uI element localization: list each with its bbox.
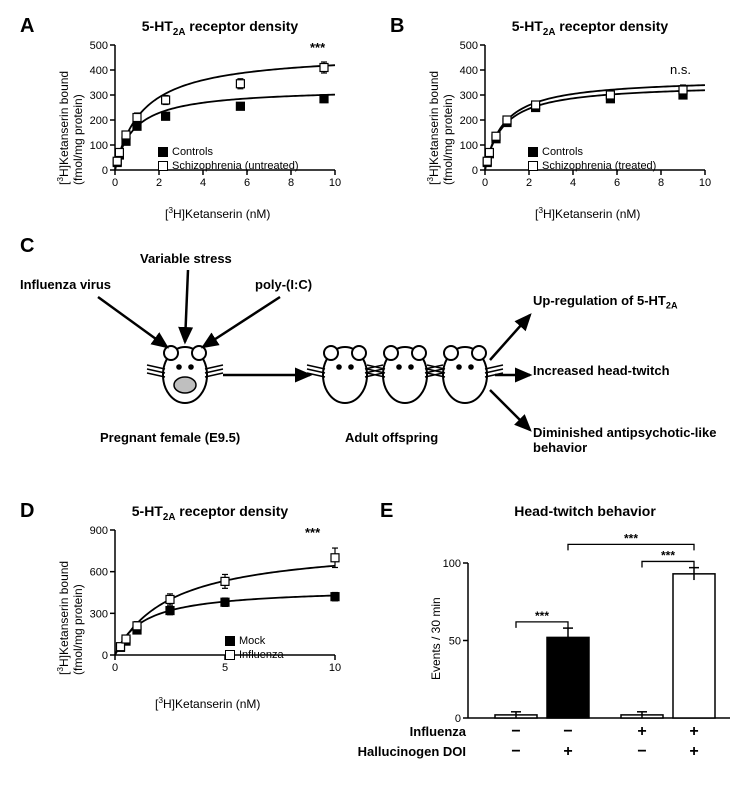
svg-text:100: 100 (443, 558, 461, 570)
panelc-output-1: Increased head-twitch (533, 363, 670, 378)
svg-text:500: 500 (90, 40, 108, 52)
svg-text:+: + (637, 723, 646, 740)
panel-a-legend: ControlsSchizophrenia (untreated) (158, 146, 299, 174)
panel-a-annotation: *** (310, 40, 325, 55)
panel-d-label: D (20, 500, 34, 523)
svg-text:5: 5 (222, 662, 228, 674)
panel-b-xlabel: [3H]Ketanserin (nM) (535, 205, 640, 221)
panel-e-chart: 050100*********Influenza−−++Hallucinogen… (440, 523, 740, 778)
panel-a-chart: 0 100 200 300 400 500 0 2 4 6 8 10 (85, 40, 345, 200)
svg-text:6: 6 (614, 177, 620, 189)
svg-text:0: 0 (482, 177, 488, 189)
panelc-output-2: Diminished antipsychotic-likebehavior (533, 425, 717, 455)
svg-text:+: + (563, 743, 572, 760)
panelc-input-2: poly-(I:C) (255, 277, 312, 292)
panel-b-annotation: n.s. (670, 62, 691, 77)
panelc-input-0: Influenza virus (20, 277, 111, 292)
svg-text:Hallucinogen DOI: Hallucinogen DOI (358, 744, 466, 759)
svg-text:10: 10 (329, 177, 341, 189)
panelc-offspring: Adult offspring (345, 430, 438, 445)
panel-d-chart: 0 300 600 900 0 5 10 (85, 525, 345, 685)
panel-d-ylabel: [3H]Ketanserin bound(fmol/mg protein) (55, 561, 85, 675)
svg-text:50: 50 (449, 636, 461, 648)
svg-text:10: 10 (329, 662, 341, 674)
panel-d: D 5-HT2A receptor density [3H]Ketanserin… (10, 495, 370, 760)
svg-text:***: *** (535, 609, 549, 623)
svg-text:6: 6 (244, 177, 250, 189)
panel-a-ylabel: [3H]Ketanserin bound(fmol/mg protein) (55, 71, 85, 185)
panel-d-annotation: *** (305, 525, 320, 540)
svg-text:4: 4 (200, 177, 206, 189)
panel-b-title: 5-HT2A receptor density (465, 18, 715, 38)
svg-text:4: 4 (570, 177, 576, 189)
svg-text:200: 200 (460, 115, 478, 127)
svg-text:2: 2 (156, 177, 162, 189)
svg-text:0: 0 (112, 177, 118, 189)
panel-b-ylabel: [3H]Ketanserin bound(fmol/mg protein) (425, 71, 455, 185)
svg-text:300: 300 (90, 90, 108, 102)
panel-e-label: E (380, 500, 393, 523)
svg-text:+: + (689, 723, 698, 740)
svg-text:500: 500 (460, 40, 478, 52)
figure-container: A 5-HT2A receptor density [3H]Ketanserin… (10, 10, 741, 778)
svg-text:Influenza: Influenza (410, 724, 467, 739)
panel-d-legend: MockInfluenza (225, 635, 284, 663)
panel-b-label: B (390, 15, 404, 38)
panel-e-title: Head-twitch behavior (460, 503, 710, 519)
svg-text:10: 10 (699, 177, 711, 189)
panel-a-title: 5-HT2A receptor density (95, 18, 345, 38)
svg-text:0: 0 (472, 165, 478, 177)
panelc-output-0: Up-regulation of 5-HT2A (533, 293, 678, 311)
panel-d-xlabel: [3H]Ketanserin (nM) (155, 695, 260, 711)
panel-b: B 5-HT2A receptor density [3H]Ketanserin… (380, 10, 740, 225)
svg-text:0: 0 (102, 165, 108, 177)
svg-text:0: 0 (112, 662, 118, 674)
svg-text:8: 8 (288, 177, 294, 189)
svg-text:+: + (689, 743, 698, 760)
svg-text:−: − (511, 723, 520, 740)
svg-text:−: − (637, 743, 646, 760)
svg-text:−: − (511, 743, 520, 760)
svg-text:400: 400 (460, 65, 478, 77)
svg-text:2: 2 (526, 177, 532, 189)
panelc-input-1: Variable stress (140, 251, 232, 266)
svg-text:300: 300 (460, 90, 478, 102)
panel-e: E Head-twitch behavior Events / 30 min 0… (380, 495, 740, 778)
panel-c: C Influenza virus Variable stress poly-(… (10, 235, 741, 480)
svg-text:200: 200 (90, 115, 108, 127)
panel-a-xlabel: [3H]Ketanserin (nM) (165, 205, 270, 221)
panel-d-title: 5-HT2A receptor density (85, 503, 335, 523)
svg-text:***: *** (661, 548, 675, 562)
panel-a-label: A (20, 15, 34, 38)
panel-b-legend: ControlsSchizophrenia (treated) (528, 146, 656, 174)
svg-text:300: 300 (90, 608, 108, 620)
panelc-pregnant: Pregnant female (E9.5) (100, 430, 240, 445)
svg-text:8: 8 (658, 177, 664, 189)
svg-text:***: *** (624, 531, 638, 545)
svg-text:100: 100 (90, 140, 108, 152)
svg-text:−: − (563, 723, 572, 740)
svg-text:600: 600 (90, 567, 108, 579)
svg-text:0: 0 (102, 650, 108, 662)
svg-text:100: 100 (460, 140, 478, 152)
svg-text:400: 400 (90, 65, 108, 77)
panel-a: A 5-HT2A receptor density [3H]Ketanserin… (10, 10, 370, 225)
svg-text:900: 900 (90, 525, 108, 537)
